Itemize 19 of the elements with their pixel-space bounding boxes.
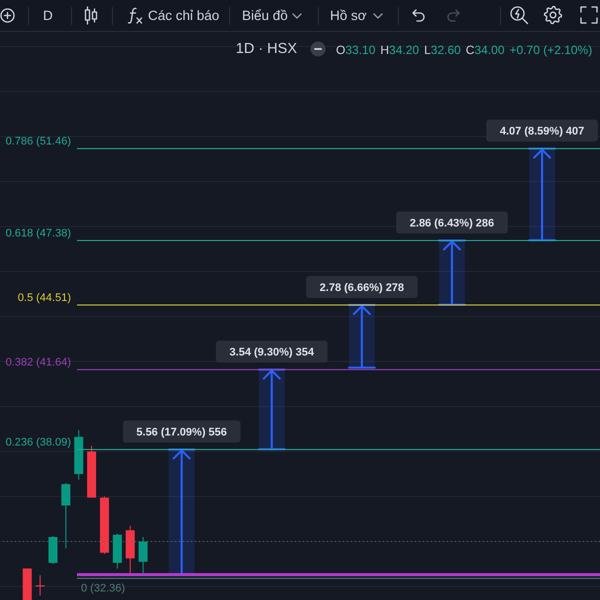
annotation: +0.70 (+2.10%) (510, 42, 592, 58)
band-label: 5.56 (17.09%) 556 (136, 426, 227, 438)
ref-line-label: 0.5 (44.51) (18, 292, 71, 304)
annotation: O33.10 (336, 43, 376, 57)
candlestick (138, 536, 148, 574)
annotation: C34.00 (466, 43, 504, 57)
band-label: 2.86 (6.43%) 286 (410, 217, 494, 230)
ref-line-label: 0.236 (38.09) (6, 436, 71, 448)
band-label: 4.07 (8.59%) 407 (500, 126, 584, 138)
text: 1D · HSX (236, 40, 297, 58)
annotation: H34.20 (380, 43, 420, 57)
ref-line-label: 0.618 (47.38) (6, 227, 71, 240)
annotation: L32.60 (424, 43, 461, 57)
ref-line-label: 0.382 (41.64) (6, 356, 71, 369)
ref-line-label: 0.786 (51.46) (6, 136, 71, 148)
ref-line-label: 0 (32.36) (81, 582, 126, 594)
band-label: 2.78 (6.66%) 278 (320, 282, 404, 294)
candlestick (61, 482, 70, 549)
band-label: 3.54 (9.30%) 354 (230, 346, 315, 359)
